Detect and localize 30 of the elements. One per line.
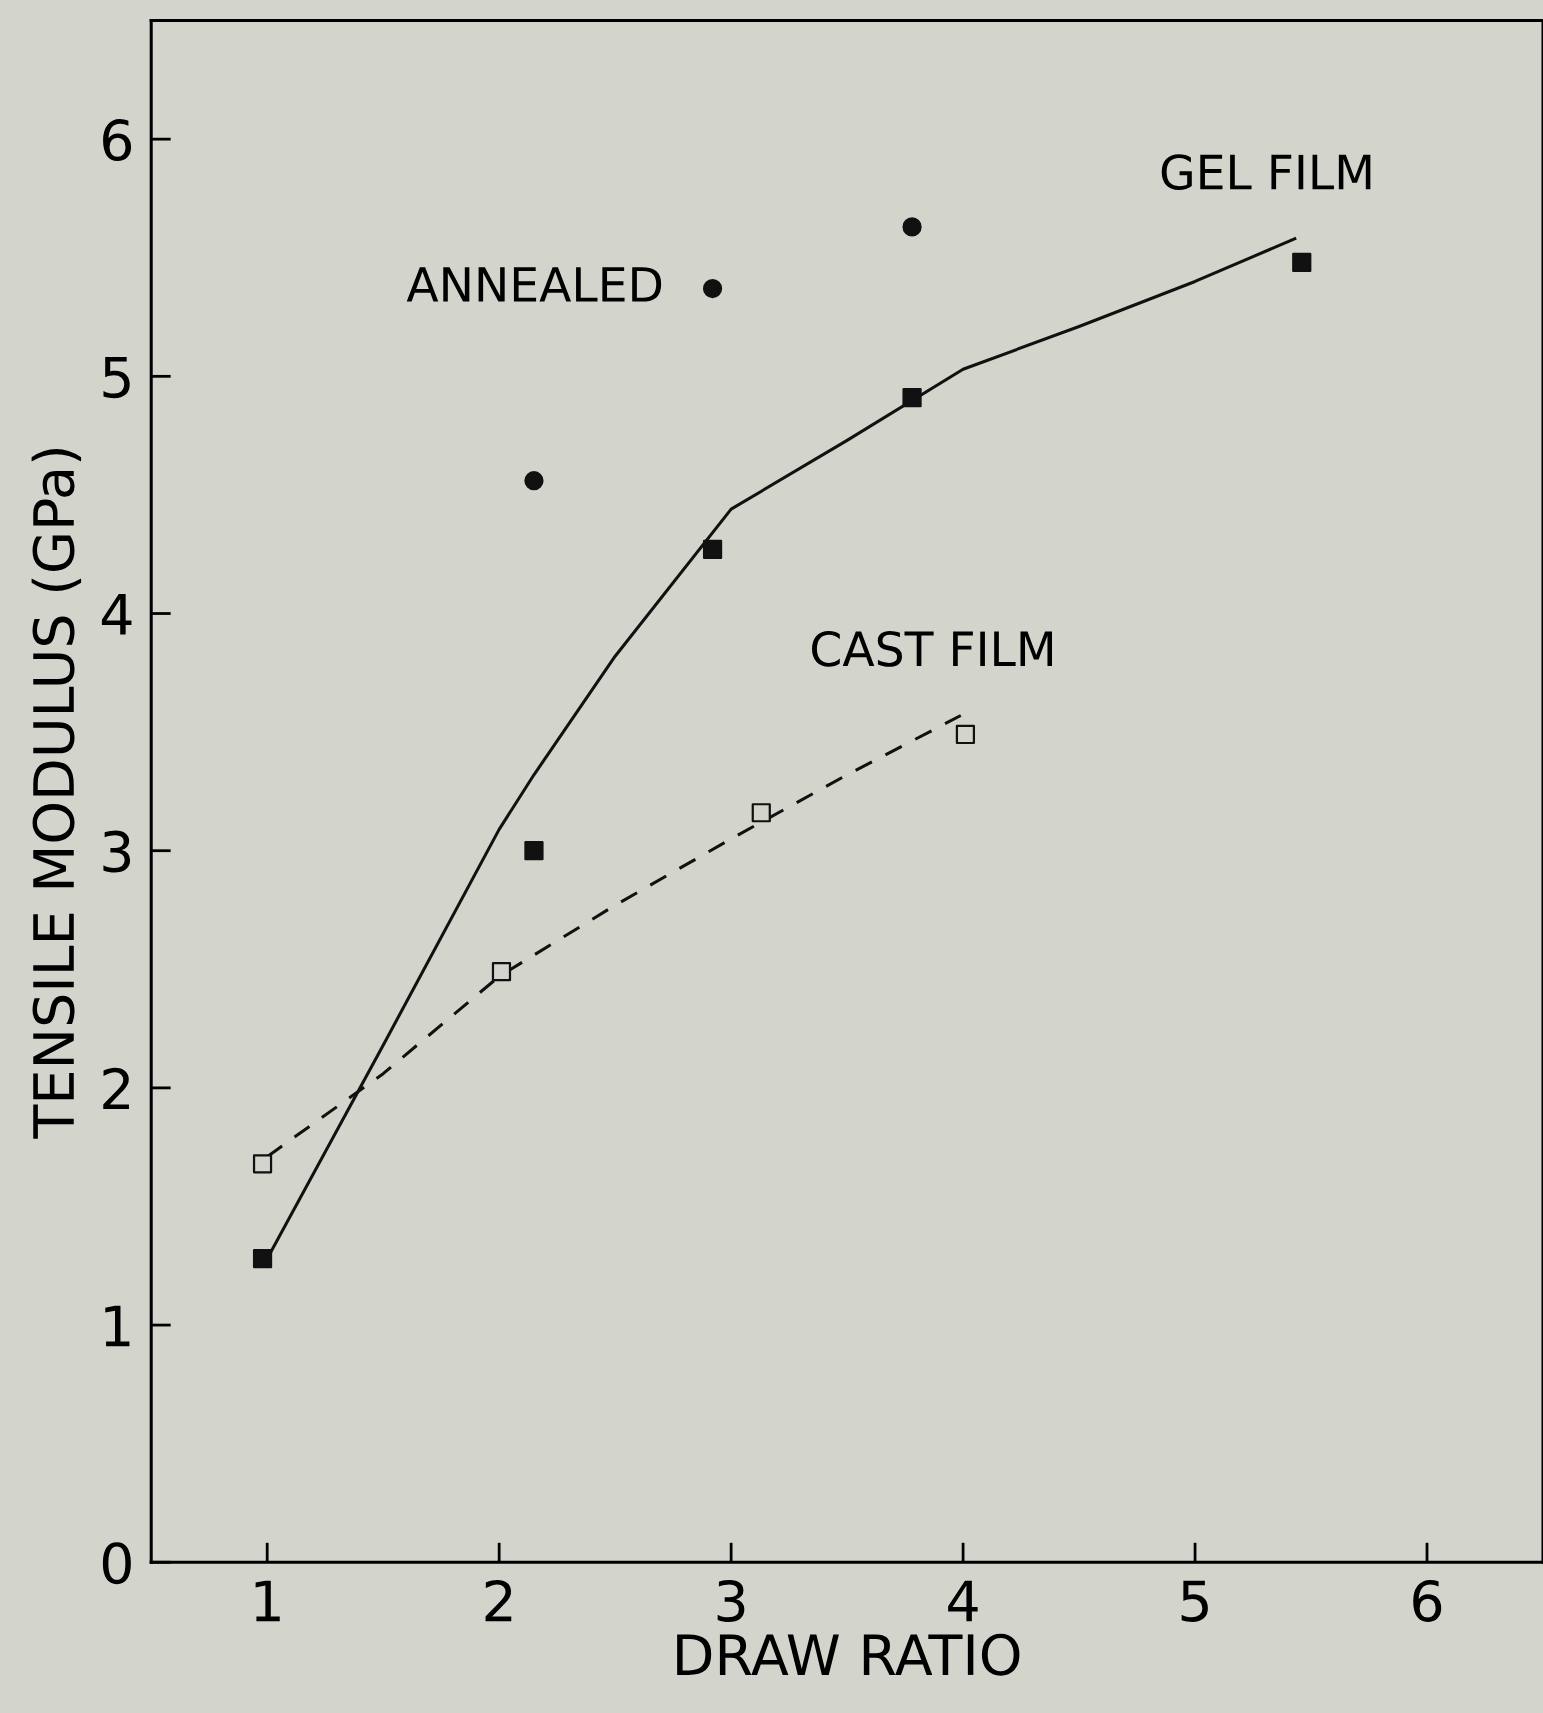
x-tick-label: 4 — [948, 1580, 978, 1622]
x-axis-title: DRAW RATIO — [677, 1633, 1020, 1676]
x-tick-label: 5 — [1181, 1580, 1208, 1622]
point — [955, 724, 976, 745]
x-tick-label: 2 — [485, 1579, 512, 1622]
y-tick-label: 3 — [103, 830, 131, 873]
y-tick-label: 1 — [105, 1305, 130, 1347]
y-tick-label: 4 — [101, 594, 132, 635]
series-label: CAST FILM — [812, 630, 1052, 667]
y-tick-label: 6 — [103, 119, 132, 162]
y-axis-title: TENSILE MODULUS (GPa) — [31, 449, 82, 1139]
point — [902, 388, 922, 408]
y-tick-label: 2 — [103, 1067, 129, 1109]
series-label: ANNEALED — [406, 267, 662, 302]
point — [252, 1249, 273, 1269]
point — [1292, 252, 1312, 273]
point — [751, 803, 771, 823]
x-tick-label: 1 — [255, 1580, 280, 1622]
point — [252, 1154, 273, 1174]
point — [902, 217, 922, 237]
x-tick-label: 6 — [1413, 1579, 1442, 1622]
point — [491, 962, 512, 982]
point — [524, 471, 544, 491]
point — [524, 841, 544, 861]
y-tick-label: 0 — [102, 1542, 131, 1585]
point — [702, 278, 723, 299]
x-tick-label: 3 — [717, 1579, 745, 1622]
y-tick-label: 5 — [103, 356, 130, 399]
point — [702, 539, 723, 560]
series-label: GEL FILM — [1161, 154, 1371, 190]
